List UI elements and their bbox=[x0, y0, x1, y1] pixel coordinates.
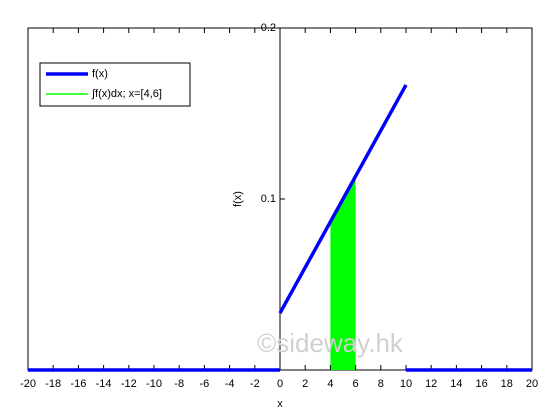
x-tick-label: -20 bbox=[20, 378, 36, 390]
line bbox=[28, 84, 532, 372]
x-tick-label: 10 bbox=[400, 378, 412, 390]
watermark: ©sideway.hk bbox=[257, 328, 404, 358]
x-tick-label: -16 bbox=[70, 378, 86, 390]
x-tick-label: 20 bbox=[526, 378, 538, 390]
x-tick-label: -4 bbox=[225, 378, 235, 390]
y-axis-label: f(x) bbox=[232, 191, 244, 207]
x-tick-label: -10 bbox=[146, 378, 162, 390]
legend-box bbox=[39, 62, 191, 107]
x-tick-label: -18 bbox=[45, 378, 61, 390]
legend: f(x) ∫f(x)dx; x=[4,6] bbox=[39, 62, 191, 107]
x-tick-label: 18 bbox=[501, 378, 513, 390]
x-tick-label: 6 bbox=[353, 378, 359, 390]
x-tick-label: -14 bbox=[96, 378, 112, 390]
x-tick-label: -2 bbox=[250, 378, 260, 390]
x-tick-label: 8 bbox=[378, 378, 384, 390]
x-axis-label: x bbox=[277, 398, 283, 410]
x-tick-label: 2 bbox=[302, 378, 308, 390]
x-tick-label: -12 bbox=[121, 378, 137, 390]
area bbox=[330, 176, 356, 370]
legend-label: f(x) bbox=[92, 68, 108, 80]
legend-label: ∫f(x)dx; x=[4,6] bbox=[91, 88, 162, 100]
x-tick-label: 0 bbox=[277, 378, 283, 390]
x-tick-label: 14 bbox=[450, 378, 462, 390]
y-tick-label: 0.2 bbox=[261, 22, 276, 34]
x-tick-label: 12 bbox=[425, 378, 437, 390]
x-tick-label: 4 bbox=[327, 378, 333, 390]
y-tick-label: 0.1 bbox=[261, 193, 276, 205]
x-tick-label: -6 bbox=[200, 378, 210, 390]
x-tick-label: -8 bbox=[174, 378, 184, 390]
x-tick-label: 16 bbox=[475, 378, 487, 390]
